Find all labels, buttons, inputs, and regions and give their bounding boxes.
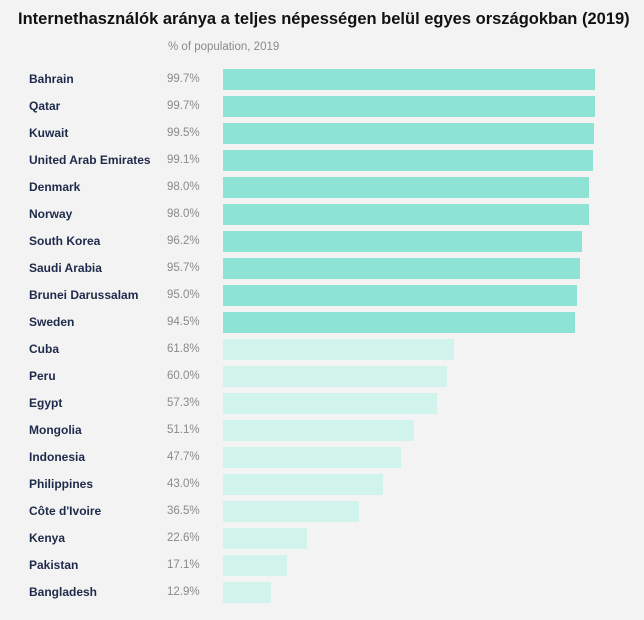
category-label: Norway [29, 207, 73, 221]
bar-row: Kenya 22.6% [0, 525, 644, 552]
data-label: 47.7% [167, 451, 200, 463]
bar-row: Kuwait 99.5% [0, 120, 644, 147]
data-label: 36.5% [167, 505, 200, 517]
category-label: Qatar [29, 99, 61, 113]
bar [223, 474, 384, 495]
bar [223, 339, 454, 360]
bar [223, 204, 589, 225]
data-label: 95.0% [167, 289, 200, 301]
bar-row: Indonesia 47.7% [0, 444, 644, 471]
bar [223, 123, 595, 144]
data-label: 22.6% [167, 532, 200, 544]
bar-row: Norway 98.0% [0, 201, 644, 228]
data-label: 99.7% [167, 100, 200, 112]
bar [223, 285, 578, 306]
category-label: Mongolia [29, 423, 82, 437]
category-label: Denmark [29, 180, 81, 194]
category-label: Pakistan [29, 558, 79, 572]
category-label: United Arab Emirates [29, 153, 151, 167]
bar [223, 447, 401, 468]
data-label: 12.9% [167, 586, 200, 598]
bar [223, 96, 595, 117]
data-label: 57.3% [167, 397, 200, 409]
category-label: Philippines [29, 477, 94, 491]
category-label: Saudi Arabia [29, 261, 102, 275]
bar [223, 393, 437, 414]
bar [223, 420, 414, 441]
data-label: 51.1% [167, 424, 200, 436]
category-label: Bahrain [29, 72, 74, 86]
bar [223, 177, 589, 198]
category-label: South Korea [29, 234, 101, 248]
data-label: 98.0% [167, 181, 200, 193]
bar-row: Bangladesh 12.9% [0, 579, 644, 606]
bar-row: Bahrain 99.7% [0, 66, 644, 93]
bar-row: Peru 60.0% [0, 363, 644, 390]
bar-row: Egypt 57.3% [0, 390, 644, 417]
data-label: 94.5% [167, 316, 200, 328]
data-label: 61.8% [167, 343, 200, 355]
data-label: 17.1% [167, 559, 200, 571]
bar [223, 555, 287, 576]
bar [223, 501, 360, 522]
data-label: 95.7% [167, 262, 200, 274]
bar-row: Brunei Darussalam 95.0% [0, 282, 644, 309]
category-label: Sweden [29, 315, 75, 329]
category-label: Kenya [29, 531, 66, 545]
bar-row: Denmark 98.0% [0, 174, 644, 201]
category-label: Indonesia [29, 450, 86, 464]
category-label: Peru [29, 369, 56, 383]
category-label: Cuba [29, 342, 59, 356]
data-label: 98.0% [167, 208, 200, 220]
bar [223, 231, 582, 252]
category-label: Egypt [29, 396, 63, 410]
bar [223, 528, 308, 549]
bar-row: Philippines 43.0% [0, 471, 644, 498]
bar-row: Mongolia 51.1% [0, 417, 644, 444]
category-label: Bangladesh [29, 585, 98, 599]
bar [223, 150, 593, 171]
bar [223, 366, 447, 387]
chart-title: Internethasználók aránya a teljes népess… [18, 10, 630, 28]
bar-row: Cuba 61.8% [0, 336, 644, 363]
bar-row: Côte d'Ivoire 36.5% [0, 498, 644, 525]
data-label: 60.0% [167, 370, 200, 382]
data-label: 99.1% [167, 154, 200, 166]
bar [223, 582, 272, 603]
bar-row: Pakistan 17.1% [0, 552, 644, 579]
bar-row: United Arab Emirates 99.1% [0, 147, 644, 174]
category-label: Kuwait [29, 126, 69, 140]
bar [223, 69, 595, 90]
bar-row: Qatar 99.7% [0, 93, 644, 120]
bar-row: South Korea 96.2% [0, 228, 644, 255]
bar [223, 312, 576, 333]
chart-subtitle: % of population, 2019 [168, 41, 280, 53]
bar-row: Saudi Arabia 95.7% [0, 255, 644, 282]
data-label: 99.7% [167, 73, 200, 85]
data-label: 99.5% [167, 127, 200, 139]
bar [223, 258, 580, 279]
bar-row: Sweden 94.5% [0, 309, 644, 336]
data-label: 96.2% [167, 235, 200, 247]
data-label: 43.0% [167, 478, 200, 490]
category-label: Brunei Darussalam [29, 288, 139, 302]
category-label: Côte d'Ivoire [29, 504, 102, 518]
